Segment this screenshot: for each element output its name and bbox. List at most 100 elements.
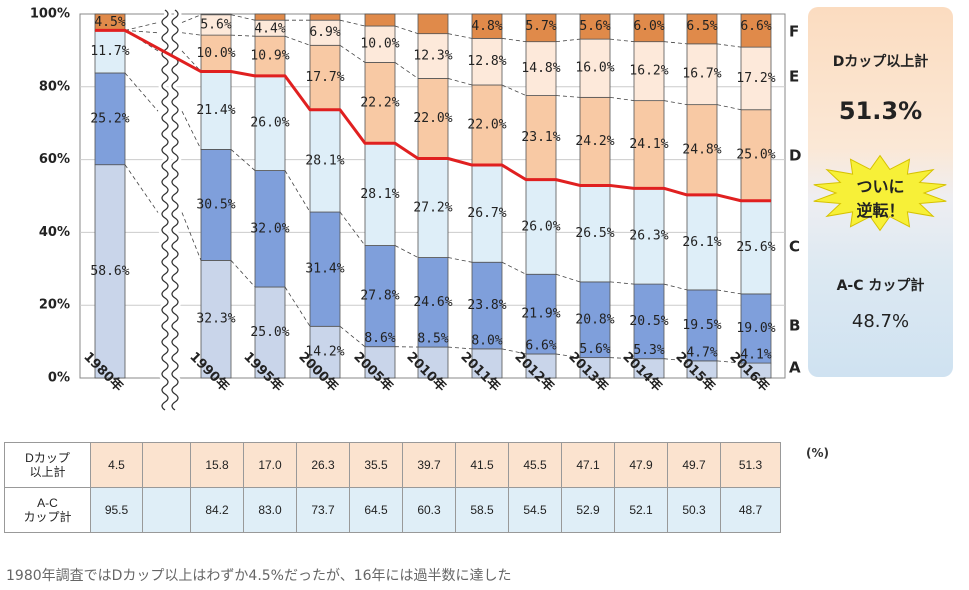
bar-segment-a <box>200 260 232 379</box>
segment-value-label: 22.2% <box>360 95 399 110</box>
segment-value-label: 26.3% <box>629 229 668 244</box>
table-cell: 54.5 <box>508 487 562 533</box>
table-cell <box>142 442 191 488</box>
segment-value-label: 6.6% <box>525 338 556 353</box>
bar-segment-f <box>254 13 286 21</box>
segment-value-label: 58.6% <box>90 264 129 279</box>
table-cell: 26.3 <box>296 442 350 488</box>
cup-label-e: E <box>789 68 799 86</box>
table-cell: 47.9 <box>614 442 668 488</box>
burst-text-1: ついに <box>856 177 905 196</box>
bar-segment-d <box>254 35 286 77</box>
bar-segment-a <box>471 348 503 379</box>
segment-connector <box>339 326 366 348</box>
segment-value-label: 26.0% <box>521 219 560 234</box>
totals-table: Dカップ 以上計 4.5 15.8 17.0 26.3 35.5 39.7 41.… <box>4 442 781 533</box>
segment-value-label: 26.5% <box>575 226 614 241</box>
segment-connector <box>181 14 202 23</box>
segment-value-label: 5.6% <box>579 342 610 357</box>
segment-value-label: 16.2% <box>629 64 668 79</box>
segment-value-label: 20.5% <box>629 314 668 329</box>
segment-value-label: 20.8% <box>575 312 614 327</box>
bar-segment-b <box>254 170 286 288</box>
segment-connector <box>663 100 688 106</box>
segment-connector <box>663 358 688 362</box>
table-cell: 15.8 <box>190 442 244 488</box>
bar-segment-d <box>686 104 718 196</box>
segment-value-label: 5.6% <box>579 19 610 34</box>
segment-value-label: 4.4% <box>254 22 285 37</box>
segment-value-label: 26.1% <box>682 235 721 250</box>
bar-segment-c <box>364 142 396 246</box>
segment-value-label: 24.2% <box>575 134 614 149</box>
bar-segment-d <box>525 95 557 181</box>
bar-segment-b <box>309 211 341 327</box>
row-header-ac-cup: A-C カップ計 <box>4 487 91 533</box>
bar-segment-d <box>740 109 772 202</box>
table-row-ac-cup: A-C カップ計 95.5 84.2 83.0 73.7 64.5 60.3 58… <box>4 487 781 533</box>
segment-value-label: 21.4% <box>196 103 235 118</box>
segment-value-label: 17.2% <box>736 71 775 86</box>
y-tick-label: 20% <box>39 298 70 313</box>
segment-value-label: 25.0% <box>250 325 289 340</box>
segment-connector <box>181 32 202 36</box>
table-row-d-cup: Dカップ 以上計 4.5 15.8 17.0 26.3 35.5 39.7 41.… <box>4 442 781 488</box>
segment-connector <box>663 283 688 291</box>
bar-segment-c <box>633 187 665 285</box>
bar-segment-d <box>364 62 396 144</box>
segment-value-label: 6.0% <box>633 19 664 34</box>
segment-value-label: 5.3% <box>633 343 664 358</box>
d-cup-total-value: 51.3% <box>838 97 923 125</box>
bar-segment-f <box>633 13 665 43</box>
segment-value-label: 26.0% <box>250 116 289 131</box>
y-tick-label: 0% <box>48 371 70 386</box>
burst-star <box>813 154 947 232</box>
bar-segment-c <box>686 194 718 291</box>
axis-break-line <box>161 9 169 411</box>
segment-value-label: 28.1% <box>305 153 344 168</box>
bar-segment-b <box>200 149 232 261</box>
table-cell: 84.2 <box>190 487 244 533</box>
bar-segment-c <box>471 164 503 263</box>
segment-value-label: 4.8% <box>471 19 502 34</box>
segment-connector <box>124 164 159 213</box>
bar-segment-b <box>740 293 772 364</box>
bar-segment-e <box>471 37 503 86</box>
cup-label-b: B <box>789 317 800 335</box>
segment-connector <box>284 286 311 327</box>
axis-break-line <box>171 9 179 411</box>
segment-value-label: 24.6% <box>413 295 452 310</box>
y-tick-label: 80% <box>39 79 70 94</box>
bar-segment-d <box>633 100 665 189</box>
bar-segment-b <box>633 283 665 360</box>
table-cell: 52.1 <box>614 487 668 533</box>
segment-value-label: 10.9% <box>250 49 289 64</box>
table-cell: 39.7 <box>402 442 456 488</box>
cup-label-c: C <box>789 238 800 256</box>
segment-value-label: 27.2% <box>413 201 452 216</box>
bar-segment-b <box>471 261 503 350</box>
segment-connector <box>124 72 159 112</box>
summary-panel: Dカップ以上計 51.3% ついに 逆転！ A-C カップ計 48.7% <box>808 7 953 377</box>
cup-label-d: D <box>789 147 801 165</box>
ac-cup-total-title: A-C カップ計 <box>836 278 925 294</box>
segment-connector <box>124 22 159 31</box>
table-cell: 48.7 <box>720 487 781 533</box>
bar-segment-b <box>686 289 718 362</box>
segment-value-label: 6.5% <box>686 19 717 34</box>
segment-connector <box>124 29 159 34</box>
row-header-d-cup: Dカップ 以上計 <box>4 442 91 488</box>
bar-segment-e <box>633 41 665 102</box>
segment-value-label: 4.5% <box>94 15 125 30</box>
segment-value-label: 24.8% <box>682 142 721 157</box>
segment-value-label: 19.0% <box>736 321 775 336</box>
bar-segment-c <box>309 109 341 213</box>
segment-connector <box>339 44 366 63</box>
table-cell: 47.1 <box>561 442 615 488</box>
table-cell: 83.0 <box>243 487 297 533</box>
segment-value-label: 31.4% <box>305 262 344 277</box>
cup-label-a: A <box>789 359 801 377</box>
bar-segment-c <box>740 200 772 295</box>
segment-value-label: 22.0% <box>467 118 506 133</box>
burst-text-2: 逆転！ <box>856 201 905 220</box>
